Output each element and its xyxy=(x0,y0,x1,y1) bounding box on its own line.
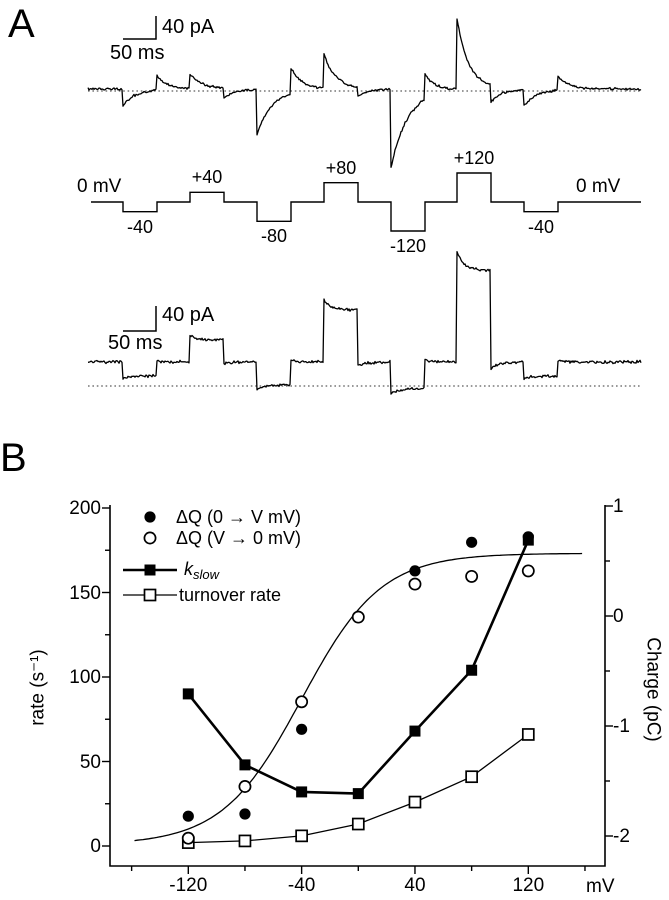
series-kslow-point xyxy=(409,725,421,737)
left-tick-label: 50 xyxy=(79,751,101,773)
series-charge-off-point xyxy=(408,577,422,591)
series-charge-off-point xyxy=(181,831,195,845)
series-kslow-point xyxy=(182,688,194,700)
scalebar-top xyxy=(123,16,157,40)
scalebar-bottom-current-label: 40 pA xyxy=(162,304,215,326)
scalebar-top-time-label: 50 ms xyxy=(110,42,165,64)
scalebar-top-current-label: 40 pA xyxy=(162,16,215,38)
series-charge-on-point xyxy=(409,565,421,577)
series-charge-off-point xyxy=(465,569,479,583)
left-tick-label: 200 xyxy=(69,498,101,519)
series-charge-on xyxy=(182,531,534,822)
series-turnover-rate-point xyxy=(351,817,365,831)
series-kslow-point xyxy=(296,786,308,798)
legend-open-square-icon xyxy=(143,588,157,602)
x-tick-label: 40 xyxy=(404,875,426,896)
right-tick-label: 1 xyxy=(613,496,624,517)
left-tick-label: 150 xyxy=(69,582,101,604)
plot-axes xyxy=(109,505,606,867)
right-tick-label: -2 xyxy=(613,826,630,847)
series-charge-on-point xyxy=(522,531,534,543)
legend-label-charge-on: ΔQ (0 → V mV) xyxy=(176,507,302,527)
right-tick-label: 0 xyxy=(613,606,624,627)
series-turnover-rate-point xyxy=(465,770,478,784)
protocol-step-label: +120 xyxy=(453,147,495,168)
series-turnover-rate-point xyxy=(295,829,308,843)
series-charge-off-point xyxy=(521,564,535,578)
protocol-step-label: +80 xyxy=(325,157,357,178)
series-turnover-rate-point xyxy=(238,834,252,848)
top-current-trace xyxy=(87,18,642,168)
series-kslow-point xyxy=(352,788,364,800)
left-axis-title: rate (s⁻¹) xyxy=(27,649,49,726)
protocol-step-label: +40 xyxy=(191,167,223,188)
x-tick-label: -120 xyxy=(169,875,208,896)
series-charge-on-point xyxy=(182,810,194,822)
series-charge-off xyxy=(181,564,535,845)
protocol-holding-label-left: 0 mV xyxy=(77,176,122,197)
legend-open-circle-icon xyxy=(143,531,157,545)
legend-label-turnover: turnover rate xyxy=(179,585,282,605)
series-kslow xyxy=(182,534,534,800)
legend-filled-circle-icon xyxy=(144,511,156,523)
scalebar-bottom xyxy=(123,306,157,332)
panel-a-label: A xyxy=(8,2,35,46)
protocol-step-label: -40 xyxy=(126,216,153,237)
kslow-symbol: k xyxy=(184,559,193,579)
x-tick-label: 120 xyxy=(512,875,545,896)
series-charge-off-point xyxy=(295,695,309,709)
legend-filled-square-icon xyxy=(144,564,156,576)
series-kslow-point xyxy=(239,759,251,771)
series-charge-on-point xyxy=(466,536,478,548)
series-charge-off-point xyxy=(351,610,365,624)
kslow-subscript: slow xyxy=(193,567,220,582)
voltage-protocol-trace xyxy=(91,172,641,232)
protocol-step-label: -40 xyxy=(527,216,554,237)
series-turnover-rate-point xyxy=(521,728,535,741)
series-charge-on-point xyxy=(239,808,251,820)
left-tick-label: 0 xyxy=(90,836,101,857)
protocol-step-label: -80 xyxy=(260,226,287,247)
scalebar-bottom-time-label: 50 ms xyxy=(108,332,163,354)
right-tick-label: -1 xyxy=(613,716,630,737)
legend-markers xyxy=(123,511,177,602)
series-charge-off-point xyxy=(238,780,252,793)
legend-label-charge-off: ΔQ (V → 0 mV) xyxy=(176,528,302,548)
series-charge-on-point xyxy=(296,723,308,735)
series-turnover-rate-point xyxy=(408,795,422,809)
left-tick-label: 100 xyxy=(69,667,101,688)
x-tick-label: -40 xyxy=(287,875,316,896)
legend-label-kslow: kslow xyxy=(184,559,219,581)
protocol-holding-label-right: 0 mV xyxy=(576,176,621,197)
x-axis-unit-label: mV xyxy=(586,876,615,897)
bottom-current-trace xyxy=(87,250,642,395)
right-axis-title: Charge (pC) xyxy=(642,637,664,742)
panel-b-label: B xyxy=(0,436,27,480)
boltzmann-fit-curve xyxy=(134,552,583,842)
protocol-step-label: -120 xyxy=(389,236,427,256)
series-kslow-point xyxy=(466,664,478,676)
